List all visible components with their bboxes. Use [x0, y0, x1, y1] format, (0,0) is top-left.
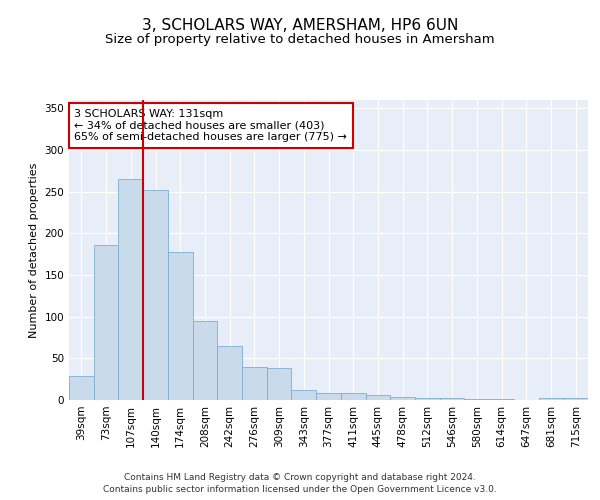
Bar	[415, 398, 440, 400]
Bar	[193, 321, 217, 400]
Bar	[143, 190, 168, 400]
Bar	[341, 394, 365, 400]
Bar	[440, 398, 464, 400]
Bar	[217, 346, 242, 400]
Bar	[168, 252, 193, 400]
Text: 3, SCHOLARS WAY, AMERSHAM, HP6 6UN: 3, SCHOLARS WAY, AMERSHAM, HP6 6UN	[142, 18, 458, 32]
Bar	[316, 394, 341, 400]
Text: Size of property relative to detached houses in Amersham: Size of property relative to detached ho…	[105, 32, 495, 46]
Bar	[464, 399, 489, 400]
Text: 3 SCHOLARS WAY: 131sqm
← 34% of detached houses are smaller (403)
65% of semi-de: 3 SCHOLARS WAY: 131sqm ← 34% of detached…	[74, 109, 347, 142]
Bar	[539, 398, 563, 400]
Bar	[365, 395, 390, 400]
Y-axis label: Number of detached properties: Number of detached properties	[29, 162, 39, 338]
Text: Contains public sector information licensed under the Open Government Licence v3: Contains public sector information licen…	[103, 485, 497, 494]
Bar	[242, 366, 267, 400]
Bar	[118, 179, 143, 400]
Bar	[390, 396, 415, 400]
Bar	[94, 245, 118, 400]
Bar	[489, 399, 514, 400]
Bar	[292, 390, 316, 400]
Bar	[69, 376, 94, 400]
Text: Contains HM Land Registry data © Crown copyright and database right 2024.: Contains HM Land Registry data © Crown c…	[124, 472, 476, 482]
Bar	[563, 398, 588, 400]
Bar	[267, 368, 292, 400]
